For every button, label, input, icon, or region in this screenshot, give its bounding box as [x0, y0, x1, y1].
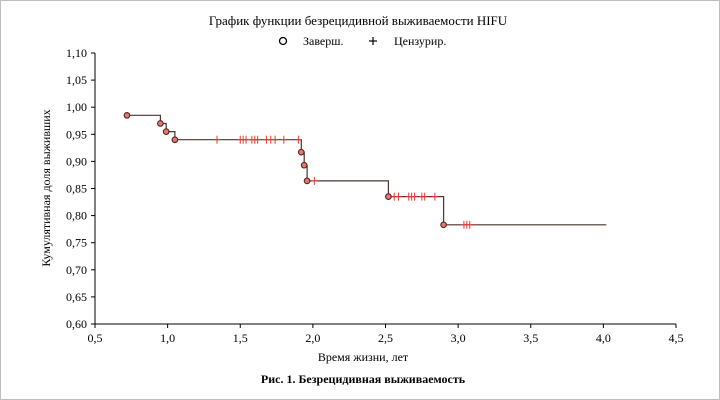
x-tick-label: 2,5 [378, 331, 393, 345]
y-tick-label: 1,10 [66, 46, 87, 60]
y-tick-label: 0,70 [66, 263, 87, 277]
x-tick-label: 3,5 [523, 331, 538, 345]
y-tick-label: 0,80 [66, 209, 87, 223]
x-tick-label: 1,5 [233, 331, 248, 345]
y-tick-label: 0,65 [66, 290, 87, 304]
event-marker [300, 161, 308, 169]
y-axis-title: Кумулятивная доля выживших [39, 109, 53, 266]
legend-event-marker [278, 36, 288, 46]
legend-censor-marker [369, 37, 377, 45]
y-tick-label: 0,60 [66, 317, 87, 331]
figure-caption: Рис. 1. Безрецидивная выживаемость [261, 372, 466, 386]
x-tick-label: 4,5 [669, 331, 684, 345]
y-tick-label: 0,90 [66, 154, 87, 168]
event-marker [171, 136, 179, 144]
event-marker [385, 193, 392, 200]
event-marker [123, 111, 131, 119]
y-tick-label: 0,95 [66, 127, 87, 141]
y-axis-ticks: 0,60 0,65 0,70 0,75 0,80 0,85 0,90 0,95 1,00 1,05… [66, 46, 95, 331]
y-tick-label: 0,75 [66, 236, 87, 250]
event-marker [440, 221, 447, 229]
plot-area [123, 111, 607, 229]
x-tick-label: 1,0 [160, 331, 175, 345]
x-tick-label: 4,0 [596, 331, 611, 345]
x-axis-title: Время жизни, лет [318, 350, 409, 364]
chart-title: График функции безрецидивной выживаемост… [209, 13, 508, 28]
y-tick-label: 1,00 [66, 100, 87, 114]
x-tick-label: 0,5 [88, 331, 103, 345]
survival-step-line [127, 114, 607, 226]
y-tick-label: 1,05 [66, 73, 87, 87]
x-tick-label: 2,0 [305, 331, 320, 345]
legend-label-events: Заверш. [303, 34, 344, 48]
event-marker [303, 177, 311, 185]
event-marker [157, 120, 164, 127]
legend-label-censored: Цензурир. [394, 34, 446, 48]
event-marker [162, 128, 170, 135]
event-marker [297, 148, 305, 156]
legend: Заверш. Цензурир. [278, 34, 446, 48]
x-axis-ticks: 0,5 1,0 1,5 2,0 2,5 3,0 3,5 4,0 4,5 [88, 324, 684, 345]
y-tick-label: 0,85 [66, 182, 87, 196]
x-tick-label: 3,0 [451, 331, 466, 345]
